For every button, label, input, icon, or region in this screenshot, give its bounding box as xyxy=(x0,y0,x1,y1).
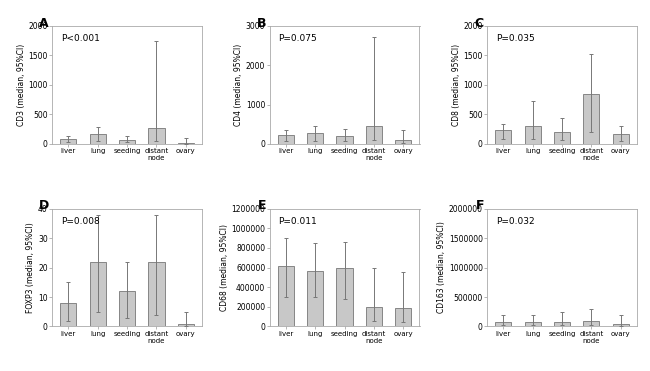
Bar xyxy=(395,140,411,144)
Text: P<0.001: P<0.001 xyxy=(61,34,100,43)
Bar xyxy=(148,262,164,326)
Bar xyxy=(613,134,629,144)
Bar xyxy=(60,139,76,144)
Bar xyxy=(90,134,106,144)
Text: D: D xyxy=(39,199,49,212)
Bar xyxy=(60,303,76,326)
Bar xyxy=(337,136,352,144)
Bar xyxy=(583,94,599,144)
Bar xyxy=(554,322,570,326)
Bar xyxy=(148,128,164,144)
Bar xyxy=(278,135,294,144)
Bar xyxy=(525,322,541,326)
Y-axis label: CD4 (median, 95%CI): CD4 (median, 95%CI) xyxy=(234,44,243,126)
Bar xyxy=(307,133,323,144)
Bar xyxy=(337,267,352,326)
Text: P=0.008: P=0.008 xyxy=(61,217,99,226)
Bar xyxy=(525,125,541,144)
Bar xyxy=(495,130,512,144)
Bar xyxy=(366,126,382,144)
Text: P=0.011: P=0.011 xyxy=(278,217,317,226)
Bar xyxy=(583,321,599,326)
Y-axis label: CD8 (median, 95%CI): CD8 (median, 95%CI) xyxy=(452,44,461,126)
Bar xyxy=(554,132,570,144)
Bar xyxy=(119,291,135,326)
Text: A: A xyxy=(40,17,49,30)
Bar xyxy=(366,307,382,326)
Y-axis label: CD3 (median, 95%CI): CD3 (median, 95%CI) xyxy=(17,44,26,126)
Y-axis label: CD68 (median, 95%CI): CD68 (median, 95%CI) xyxy=(220,224,229,311)
Bar xyxy=(395,308,411,326)
Bar xyxy=(278,266,294,326)
Text: P=0.075: P=0.075 xyxy=(278,34,317,43)
Text: F: F xyxy=(476,199,484,212)
Bar xyxy=(177,324,194,326)
Bar xyxy=(119,140,135,144)
Text: B: B xyxy=(257,17,266,30)
Bar xyxy=(613,324,629,326)
Y-axis label: FOXP3 (median, 95%CI): FOXP3 (median, 95%CI) xyxy=(26,222,35,313)
Text: P=0.035: P=0.035 xyxy=(496,34,535,43)
Text: E: E xyxy=(258,199,266,212)
Y-axis label: CD163 (median, 95%CI): CD163 (median, 95%CI) xyxy=(437,221,446,313)
Bar xyxy=(307,270,323,326)
Text: C: C xyxy=(475,17,484,30)
Bar xyxy=(495,322,512,326)
Bar xyxy=(177,143,194,144)
Text: P=0.032: P=0.032 xyxy=(496,217,534,226)
Bar xyxy=(90,262,106,326)
